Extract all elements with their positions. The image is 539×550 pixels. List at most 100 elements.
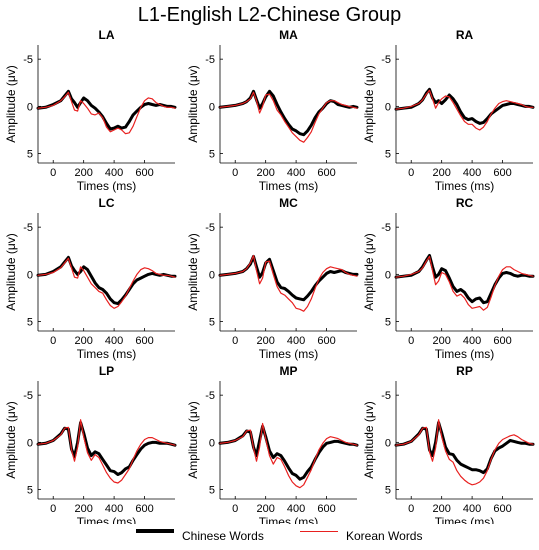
y-tick-label-rc: -5 [381,222,391,234]
y-tick-label-la: 0 [27,101,33,113]
y-axis-label-lp: Amplitude (μv) [4,401,18,479]
series-chinese-words-mp [218,424,359,481]
panel-title-ra: RA [456,28,474,42]
x-tick-label-rp: 400 [463,503,481,515]
series-korean-words-mp [219,422,358,489]
x-tick-label-la: 600 [135,167,153,179]
x-axis-label-ma: Times (ms) [259,179,319,193]
panel-title-mc: MC [279,196,298,210]
y-tick-label-ra: -5 [381,54,391,66]
y-tick-label-la: 5 [27,149,33,161]
x-axis-label-lc: Times (ms) [77,347,137,361]
y-tick-label-lc: -5 [23,222,33,234]
x-tick-label-lc: 0 [50,335,56,347]
series-korean-words-lp [37,419,176,484]
series-chinese-words-lc [36,255,177,306]
series-korean-words-rc [395,255,534,311]
y-tick-label-lc: 5 [27,317,33,329]
series-chinese-words-mc [218,254,359,302]
y-tick-label-ra: 5 [385,149,391,161]
x-tick-label-mp: 400 [287,503,305,515]
x-tick-label-ra: 200 [432,167,450,179]
y-tick-label-ma: 0 [209,101,215,113]
x-tick-label-ma: 400 [287,167,305,179]
x-tick-label-la: 0 [50,167,56,179]
y-tick-label-lp: 5 [27,485,33,497]
figure-title: L1-English L2-Chinese Group [137,4,402,26]
legend: Chinese Words Korean Words [0,524,539,548]
series-chinese-words-lp [36,421,177,476]
x-tick-label-lc: 200 [74,335,92,347]
panel-title-la: LA [99,28,115,42]
y-tick-label-mp: 0 [209,437,215,449]
x-tick-label-la: 200 [74,167,92,179]
panel-title-ma: MA [279,28,298,42]
x-tick-label-mc: 0 [232,335,238,347]
y-tick-label-ma: 5 [209,149,215,161]
x-tick-label-mp: 0 [232,503,238,515]
x-tick-label-lp: 400 [105,503,123,515]
y-tick-label-mp: 5 [209,485,215,497]
x-tick-label-mc: 200 [256,335,274,347]
x-tick-label-rc: 400 [463,335,481,347]
x-tick-label-ma: 600 [317,167,335,179]
x-tick-label-rc: 600 [493,335,511,347]
panel-title-lc: LC [99,196,115,210]
x-axis-label-rp: Times (ms) [435,515,495,524]
y-tick-label-mc: 0 [209,269,215,281]
y-tick-label-ma: -5 [205,54,215,66]
x-tick-label-lc: 600 [135,335,153,347]
x-tick-label-rc: 0 [408,335,414,347]
x-tick-label-lc: 400 [105,335,123,347]
x-tick-label-rc: 200 [432,335,450,347]
series-chinese-words-la [36,89,177,131]
x-tick-label-ma: 200 [256,167,274,179]
x-tick-label-mp: 200 [256,503,274,515]
x-tick-label-mc: 600 [317,335,335,347]
panel-title-lp: LP [99,364,114,378]
x-tick-label-mp: 600 [317,503,335,515]
y-tick-label-mc: -5 [205,222,215,234]
y-tick-label-rc: 5 [385,317,391,329]
series-korean-words-mc [219,254,358,312]
x-axis-label-ra: Times (ms) [435,179,495,193]
x-tick-label-mc: 400 [287,335,305,347]
y-tick-label-rp: 5 [385,485,391,497]
y-tick-label-mc: 5 [209,317,215,329]
x-axis-label-mp: Times (ms) [259,515,319,524]
x-tick-label-lp: 600 [135,503,153,515]
series-chinese-words-rp [394,421,535,475]
x-tick-label-ra: 400 [463,167,481,179]
y-axis-label-rc: Amplitude (μv) [362,233,376,311]
x-axis-label-lp: Times (ms) [77,515,137,524]
y-tick-label-lc: 0 [27,269,33,281]
series-korean-words-ra [395,89,534,131]
x-tick-label-ra: 0 [408,167,414,179]
y-tick-label-rc: 0 [385,269,391,281]
x-tick-label-lp: 0 [50,503,56,515]
y-tick-label-mp: -5 [205,390,215,402]
y-axis-label-mp: Amplitude (μv) [186,401,200,479]
y-axis-label-la: Amplitude (μv) [4,65,18,143]
x-axis-label-mc: Times (ms) [259,347,319,361]
y-axis-label-mc: Amplitude (μv) [186,233,200,311]
x-tick-label-rp: 200 [432,503,450,515]
series-korean-words-lc [37,257,176,309]
x-axis-label-rc: Times (ms) [435,347,495,361]
y-axis-label-lc: Amplitude (μv) [4,233,18,311]
series-korean-words-la [37,91,176,135]
y-tick-label-lp: 0 [27,437,33,449]
series-chinese-words-ma [218,89,359,137]
x-tick-label-rp: 0 [408,503,414,515]
legend-label-korean-words: Korean Words [346,529,423,543]
y-axis-label-rp: Amplitude (μv) [362,401,376,479]
x-tick-label-ma: 0 [232,167,238,179]
